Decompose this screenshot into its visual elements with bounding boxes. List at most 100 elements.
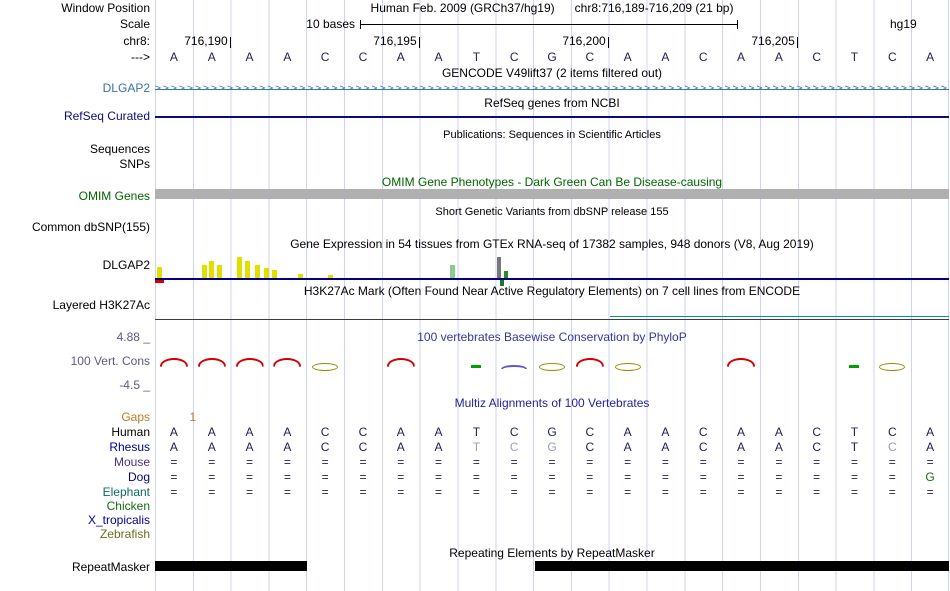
human-base-2: A [245, 425, 254, 439]
multiz-species-label-human[interactable]: Human [111, 425, 150, 439]
gencode-gene-label[interactable]: DLGAP2 [102, 81, 150, 95]
rhesus-base-4: C [320, 440, 330, 454]
refseq-curated-label[interactable]: RefSeq Curated [63, 109, 150, 123]
gencode-header[interactable]: GENCODE V49lift37 (2 items filtered out) [441, 66, 663, 80]
gtex-header[interactable]: Gene Expression in 54 tissues from GTEx … [290, 237, 814, 251]
snps-label[interactable]: SNPs [119, 157, 150, 171]
h3k27ac-label[interactable]: Layered H3K27Ac [52, 298, 150, 312]
phylop-dash [849, 365, 860, 368]
multiz-gaps-row: 1 [155, 411, 949, 424]
multiz-species-label-elephant[interactable]: Elephant [102, 485, 150, 499]
gap-count: 1 [189, 410, 197, 424]
ref-base-12: A [623, 50, 632, 64]
elephant-base-20: = [926, 485, 934, 499]
ref-base-16: A [774, 50, 783, 64]
ref-base-18: T [850, 50, 859, 64]
h3k27ac-baseline [155, 319, 949, 320]
gtex-bar [157, 267, 162, 278]
multiz-species-label-dog[interactable]: Dog [127, 470, 150, 484]
refseq-curated-item[interactable] [155, 116, 949, 118]
elephant-base-1: = [208, 485, 216, 499]
human-base-7: A [434, 425, 443, 439]
mouse-base-0: = [170, 455, 178, 469]
gtex-bar [202, 265, 207, 278]
elephant-base-14: = [699, 485, 707, 499]
multiz-species-label-rhesus[interactable]: Rhesus [109, 440, 150, 454]
multiz-header[interactable]: Multiz Alignments of 100 Vertebrates [454, 396, 650, 410]
ref-base-10: G [547, 50, 557, 64]
elephant-base-16: = [775, 485, 783, 499]
gtex-bar [504, 271, 508, 278]
assembly-title: Human Feb. 2009 (GRCh37/hg19) [370, 1, 555, 15]
multiz-species-label-x_tropicalis[interactable]: X_tropicalis [87, 513, 150, 527]
dog-base-0: = [170, 470, 178, 484]
phylop-arc [235, 358, 264, 367]
mouse-base-12: = [624, 455, 632, 469]
repeat-element[interactable] [535, 561, 949, 571]
mouse-base-6: = [397, 455, 405, 469]
multiz-species-label-zebrafish[interactable]: Zebrafish [99, 527, 150, 541]
conservation-header[interactable]: 100 vertebrates Basewise Conservation by… [417, 330, 687, 344]
gencode-gene-item[interactable]: >>>>>>>>>>>>>>>>>>>>>>>>>>>>>>>>>>>>>>>>… [155, 84, 949, 94]
dog-base-10: = [548, 470, 556, 484]
ref-base-17: C [812, 50, 821, 64]
mouse-base-16: = [775, 455, 783, 469]
human-base-5: C [358, 425, 368, 439]
conservation-label[interactable]: 100 Vert. Cons [70, 354, 150, 368]
repeatmasker-header[interactable]: Repeating Elements by RepeatMasker [449, 546, 655, 560]
multiz-species-label-chicken[interactable]: Chicken [106, 499, 150, 513]
ruler-position-label: 716,205 [751, 34, 795, 48]
rhesus-base-13: A [661, 440, 670, 454]
elephant-base-3: = [283, 485, 291, 499]
gaps-label[interactable]: Gaps [121, 410, 150, 424]
dog-base-9: = [510, 470, 518, 484]
human-base-20: A [926, 425, 935, 439]
dog-base-4: = [321, 470, 329, 484]
publications-header[interactable]: Publications: Sequences in Scientific Ar… [443, 129, 661, 141]
elephant-base-19: = [888, 485, 896, 499]
mouse-base-20: = [926, 455, 934, 469]
multiz-species-label-mouse[interactable]: Mouse [113, 455, 150, 469]
ref-base-19: C [887, 50, 897, 64]
dog-base-17: = [813, 470, 821, 484]
gtex-plot [155, 254, 949, 280]
rhesus-base-12: A [623, 440, 632, 454]
repeatmasker-label[interactable]: RepeatMasker [71, 560, 150, 574]
dbsnp-label[interactable]: Common dbSNP(155) [31, 220, 150, 234]
elephant-base-2: = [246, 485, 254, 499]
gtex-bar [209, 261, 214, 278]
sequences-label[interactable]: Sequences [89, 142, 150, 156]
mouse-base-7: = [435, 455, 443, 469]
omim-gene-item[interactable] [155, 189, 949, 199]
mouse-base-10: = [548, 455, 556, 469]
elephant-base-8: = [472, 485, 480, 499]
refseq-header[interactable]: RefSeq genes from NCBI [484, 96, 620, 110]
ref-base-8: T [472, 50, 481, 64]
cons-axis-max: 4.88 _ [116, 330, 150, 344]
h3k27ac-header[interactable]: H3K27Ac Mark (Often Found Near Active Re… [303, 284, 801, 298]
omim-genes-header[interactable]: OMIM Gene Phenotypes - Dark Green Can Be… [381, 175, 723, 189]
dog-base-7: = [435, 470, 443, 484]
dog-base-2: = [246, 470, 254, 484]
rhesus-base-17: C [812, 440, 821, 454]
human-base-9: C [509, 425, 519, 439]
elephant-base-12: = [624, 485, 632, 499]
omim-genes-label[interactable]: OMIM Genes [78, 189, 150, 203]
gtex-gene-label[interactable]: DLGAP2 [102, 258, 150, 272]
phylop-dash [471, 365, 482, 368]
ref-base-6: A [396, 50, 405, 64]
gtex-downticks [155, 280, 949, 288]
dbsnp-header[interactable]: Short Genetic Variants from dbSNP releas… [435, 206, 669, 218]
phylop-arc [575, 358, 604, 367]
ruler-tick [607, 37, 609, 48]
mouse-base-4: = [321, 455, 329, 469]
chrom-ruler: 716,190 716,195 716,200 716,205 [155, 35, 949, 49]
multiz-row-elephant: = = = = = = = = = = = = = = = = = = = = = [155, 486, 949, 499]
human-base-1: A [207, 425, 216, 439]
gtex-bar [450, 265, 455, 278]
repeat-element[interactable] [155, 561, 307, 571]
human-base-6: A [396, 425, 405, 439]
